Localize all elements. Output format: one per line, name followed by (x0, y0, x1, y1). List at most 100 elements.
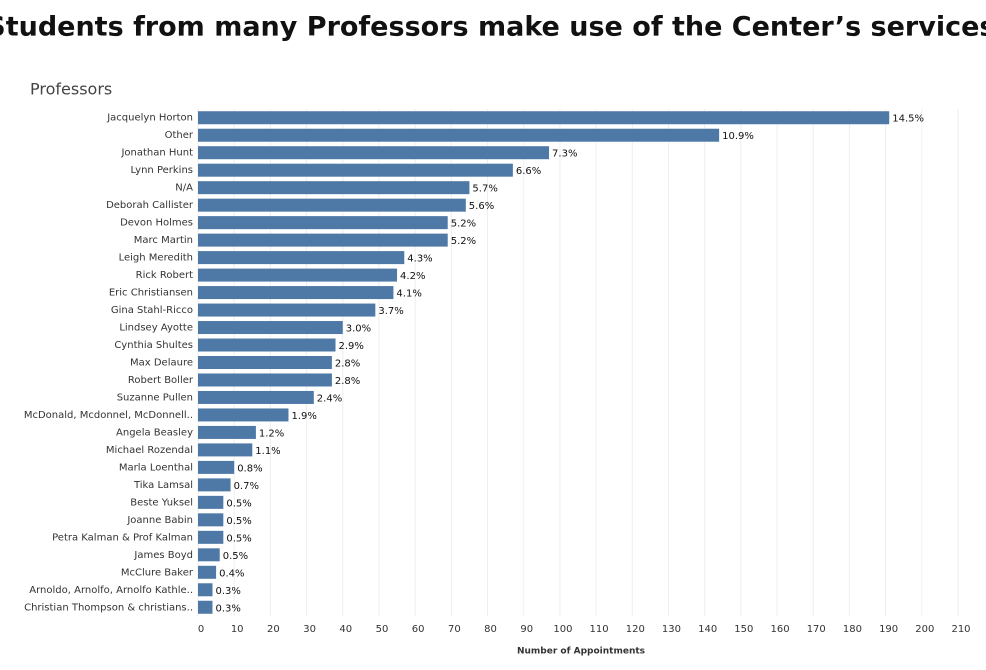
data-label: 5.2% (451, 219, 476, 230)
y-tick-label: McClure Baker (121, 567, 194, 578)
y-tick-label: Joanne Babin (126, 515, 193, 526)
data-label: 0.3% (215, 586, 240, 597)
data-label: 2.4% (317, 393, 342, 404)
x-tick-label: 130 (662, 624, 681, 635)
bar (198, 600, 213, 614)
y-tick-label: Other (165, 130, 194, 141)
y-tick-label: Angela Beasley (116, 427, 193, 438)
bar (198, 251, 405, 265)
y-tick-label: Rick Robert (136, 270, 193, 281)
data-label: 3.0% (346, 324, 371, 335)
y-tick-label: Marc Martin (134, 235, 193, 246)
chart-title: Students from many Professors make use o… (0, 12, 986, 43)
bar (198, 443, 253, 457)
bar (198, 390, 314, 404)
y-tick-label: Jacquelyn Horton (106, 113, 193, 124)
bar (198, 181, 470, 195)
y-tick-label: Max Delaure (130, 358, 193, 369)
x-tick-label: 50 (376, 624, 389, 635)
bar (198, 198, 466, 212)
y-tick-label: Lindsey Ayotte (119, 323, 193, 334)
data-label: 14.5% (892, 114, 924, 125)
bar (198, 216, 448, 230)
y-tick-label: McDonald, Mcdonnel, McDonnell.. (24, 410, 193, 421)
x-tick-label: 20 (267, 624, 280, 635)
y-tick-label: Cynthia Shultes (114, 340, 193, 351)
x-tick-label: 80 (484, 624, 497, 635)
data-label: 0.3% (215, 603, 240, 614)
data-label: 1.2% (259, 428, 284, 439)
bar (198, 408, 289, 422)
x-tick-label: 190 (879, 624, 898, 635)
bar (198, 268, 398, 282)
y-tick-label: Gina Stahl-Ricco (111, 305, 193, 316)
y-tick-label: Deborah Callister (106, 200, 194, 211)
bar (198, 495, 224, 509)
bar (198, 286, 394, 300)
data-label: 2.8% (335, 359, 360, 370)
x-tick-label: 200 (915, 624, 934, 635)
data-label: 0.8% (237, 463, 262, 474)
x-tick-label: 30 (303, 624, 316, 635)
bar (198, 373, 332, 387)
x-tick-label: 70 (448, 624, 461, 635)
y-tick-label: Marla Loenthal (119, 462, 193, 473)
bar (198, 163, 513, 177)
data-label: 0.5% (226, 533, 251, 544)
data-label: 4.2% (400, 271, 425, 282)
x-tick-label: 10 (231, 624, 244, 635)
y-tick-label: Suzanne Pullen (117, 392, 193, 403)
bar (198, 513, 224, 527)
data-label: 0.4% (219, 568, 244, 579)
bar (198, 233, 448, 247)
x-tick-label: 110 (590, 624, 609, 635)
bar (198, 111, 890, 125)
y-tick-label: James Boyd (133, 550, 193, 561)
x-tick-label: 60 (412, 624, 425, 635)
y-tick-label: Robert Boller (128, 375, 194, 386)
x-tick-label: 120 (626, 624, 645, 635)
data-label: 4.1% (396, 289, 421, 300)
bar (198, 565, 217, 579)
data-label: 5.2% (451, 236, 476, 247)
data-label: 0.5% (223, 551, 248, 562)
bar (198, 303, 376, 317)
x-tick-label: 160 (771, 624, 790, 635)
x-tick-label: 170 (807, 624, 826, 635)
y-tick-label: Michael Rozendal (106, 445, 193, 456)
bar (198, 460, 235, 474)
data-label: 3.7% (378, 306, 403, 317)
y-tick-label: N/A (175, 183, 193, 194)
x-tick-label: 140 (698, 624, 717, 635)
y-tick-label: Jonathan Hunt (120, 148, 193, 159)
bar (198, 548, 220, 562)
data-label: 6.6% (516, 166, 541, 177)
data-label: 0.5% (226, 516, 251, 527)
bar (198, 425, 256, 439)
y-tick-label: Christian Thompson & christians.. (24, 602, 193, 613)
data-label: 5.7% (472, 184, 497, 195)
x-tick-label: 180 (843, 624, 862, 635)
bar (198, 530, 224, 544)
y-tick-label: Beste Yuksel (130, 497, 193, 508)
data-label: 1.9% (291, 411, 316, 422)
bar (198, 146, 550, 160)
x-tick-label: 100 (553, 624, 572, 635)
x-tick-label: 150 (734, 624, 753, 635)
data-label: 10.9% (722, 131, 754, 142)
y-tick-label: Lynn Perkins (131, 165, 193, 176)
data-label: 0.7% (234, 481, 259, 492)
x-tick-label: 40 (339, 624, 352, 635)
data-label: 4.3% (407, 254, 432, 265)
x-tick-label: 210 (951, 624, 970, 635)
y-tick-label: Arnoldo, Arnolfo, Arnolfo Kathle.. (29, 585, 193, 596)
y-tick-label: Devon Holmes (120, 218, 193, 229)
x-tick-label: 0 (198, 624, 204, 635)
bar (198, 321, 343, 335)
y-tick-label: Leigh Meredith (119, 253, 193, 264)
x-tick-label: 90 (520, 624, 533, 635)
y-axis-title: Professors (30, 80, 112, 99)
data-label: 1.1% (255, 446, 280, 457)
bar (198, 478, 231, 492)
